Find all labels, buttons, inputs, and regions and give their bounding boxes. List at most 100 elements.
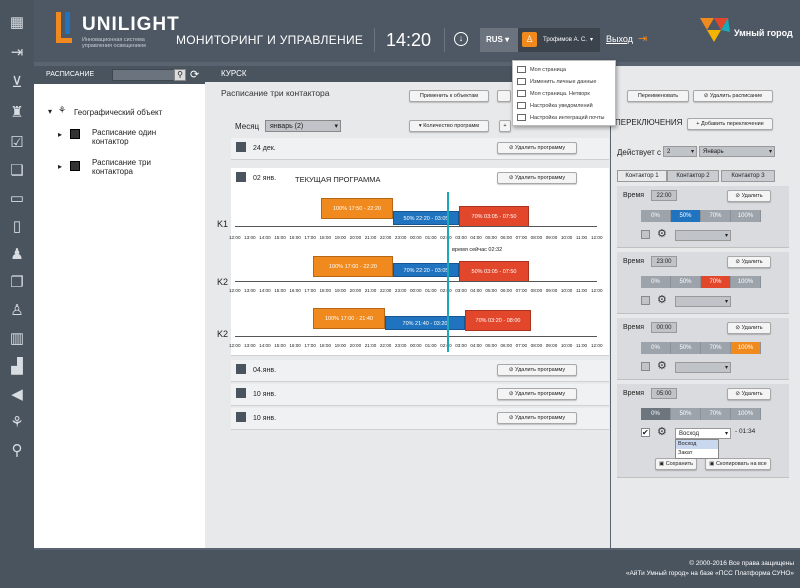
- add-switch-button[interactable]: + Добавить переключение: [687, 118, 773, 130]
- mode-option[interactable]: Восход: [676, 440, 718, 449]
- checkbox[interactable]: [641, 296, 650, 305]
- delete-program-button[interactable]: ⊘ Удалить программу: [497, 412, 577, 424]
- delete-switch-button[interactable]: ⊘ Удалить: [727, 256, 771, 268]
- copy-button[interactable]: [497, 90, 511, 102]
- time-offset[interactable]: - 01:34: [735, 428, 756, 435]
- menu-item-network[interactable]: Моя страница. Нетворк: [517, 88, 590, 100]
- level-segment[interactable]: 100%: [731, 342, 761, 354]
- level-segment[interactable]: 70%: [701, 408, 731, 420]
- time-input[interactable]: 05:00: [651, 388, 677, 399]
- library-icon[interactable]: ▥: [9, 330, 25, 347]
- level-segment[interactable]: 100%: [731, 408, 761, 420]
- refresh-icon[interactable]: ⟳: [190, 69, 200, 81]
- sidebar-search-input[interactable]: [112, 69, 176, 81]
- program-bar-day[interactable]: 100% 17:00 - 21:40: [313, 308, 385, 329]
- team-icon[interactable]: ♙: [10, 302, 24, 319]
- program-count-button[interactable]: ▾ Количество программ: [409, 120, 489, 132]
- level-segment[interactable]: 0%: [641, 210, 671, 222]
- program-bar-night[interactable]: 70% 21:40 - 03:20: [385, 316, 465, 330]
- add-program-button[interactable]: +: [499, 120, 511, 132]
- language-select[interactable]: RUS ▾: [480, 28, 518, 52]
- checklist-icon[interactable]: ☑: [10, 134, 24, 151]
- mode-option[interactable]: Закат: [678, 450, 693, 456]
- menu-grid-icon[interactable]: ▦: [9, 14, 25, 31]
- walk-icon[interactable]: ♜: [10, 104, 24, 121]
- delete-schedule-button[interactable]: ⊘ Удалить расписание: [693, 90, 773, 102]
- gear-icon[interactable]: ⚙: [657, 426, 667, 438]
- level-segment[interactable]: 50%: [671, 210, 701, 222]
- level-segment[interactable]: 100%: [731, 276, 761, 288]
- delete-program-button[interactable]: ⊘ Удалить программу: [497, 142, 577, 154]
- level-segment[interactable]: 0%: [641, 408, 671, 420]
- level-segment[interactable]: 50%: [671, 342, 701, 354]
- program-bar-morning[interactable]: 70% 03:20 - 08:00: [465, 310, 531, 331]
- checkbox[interactable]: ✔: [641, 428, 650, 437]
- apply-to-objects-button[interactable]: Применить к объектам: [409, 90, 489, 102]
- menu-item-mail-integration[interactable]: Настройка интеграций почты: [517, 112, 604, 124]
- level-segment[interactable]: 100%: [731, 210, 761, 222]
- delete-switch-button[interactable]: ⊘ Удалить: [727, 322, 771, 334]
- mode-select[interactable]: ▾: [675, 230, 731, 241]
- program-bar-night[interactable]: 50% 22:20 - 03:05: [393, 211, 459, 225]
- copy-icon[interactable]: ❐: [10, 274, 24, 291]
- mode-select[interactable]: ▾: [675, 362, 731, 373]
- search-icon[interactable]: ⚲: [174, 69, 186, 81]
- tab-contactor-1[interactable]: Контактор 1: [617, 170, 667, 182]
- level-segment[interactable]: 70%: [701, 342, 731, 354]
- tree-toggle-icon[interactable]: ▸: [58, 162, 63, 171]
- level-segment[interactable]: 70%: [701, 276, 731, 288]
- cart-icon[interactable]: ⊻: [11, 74, 23, 91]
- tree-item-one-contactor[interactable]: Расписание один контактор: [92, 128, 157, 146]
- delete-switch-button[interactable]: ⊘ Удалить: [727, 388, 771, 400]
- delete-program-button[interactable]: ⊘ Удалить программу: [497, 172, 577, 184]
- level-segment[interactable]: 50%: [671, 408, 701, 420]
- checkbox[interactable]: [641, 362, 650, 371]
- delete-switch-button[interactable]: ⊘ Удалить: [727, 190, 771, 202]
- mode-select[interactable]: ▾: [675, 296, 731, 307]
- tree-toggle-icon[interactable]: ▸: [58, 130, 63, 139]
- logout-link[interactable]: Выход: [606, 34, 633, 44]
- user-menu-button[interactable]: ♙ Трофимов А. С. ▾: [518, 28, 600, 52]
- program-bar-night[interactable]: 70% 22:20 - 03:05: [393, 263, 459, 277]
- time-input[interactable]: 23:00: [651, 256, 677, 267]
- time-input[interactable]: 00:00: [651, 322, 677, 333]
- logout-icon[interactable]: ⇥: [638, 33, 648, 45]
- users-icon[interactable]: ♟: [10, 246, 24, 263]
- tree-item-geo-object[interactable]: Географический объект: [74, 108, 163, 117]
- megaphone-icon[interactable]: ◀: [11, 386, 23, 403]
- mode-select[interactable]: Восход ▾: [675, 428, 731, 439]
- tree-item-three-contactors[interactable]: Расписание три контактора: [92, 158, 151, 176]
- login-icon[interactable]: ⇥: [10, 44, 24, 61]
- delete-program-button[interactable]: ⊘ Удалить программу: [497, 364, 577, 376]
- checkbox[interactable]: [641, 230, 650, 239]
- tab-contactor-2[interactable]: Контактор 2: [667, 170, 719, 182]
- wallet-icon[interactable]: ▭: [9, 190, 25, 207]
- month-select[interactable]: январь (2) ▾: [265, 120, 341, 132]
- menu-item-my-page[interactable]: Моя страница: [517, 64, 566, 76]
- program-bar-day[interactable]: 100% 17:00 - 22:20: [313, 256, 393, 277]
- program-bar-day[interactable]: 100% 17:50 - 22:20: [321, 198, 393, 219]
- level-segment[interactable]: 0%: [641, 276, 671, 288]
- download-icon[interactable]: ↓: [454, 32, 468, 46]
- level-segment[interactable]: 70%: [701, 210, 731, 222]
- rename-button[interactable]: Переименовать: [627, 90, 689, 102]
- menu-item-notifications[interactable]: Настройка уведомлений: [517, 100, 593, 112]
- month-select[interactable]: Январь ▾: [699, 146, 775, 157]
- time-input[interactable]: 22:00: [651, 190, 677, 201]
- copy-all-button[interactable]: ▣ Скопировать на все: [705, 458, 771, 470]
- save-button[interactable]: ▣ Сохранить: [655, 458, 697, 470]
- level-segment[interactable]: 0%: [641, 342, 671, 354]
- tree-toggle-icon[interactable]: ▾: [48, 107, 53, 116]
- gear-icon[interactable]: ⚙: [657, 228, 667, 240]
- gear-icon[interactable]: ⚙: [657, 294, 667, 306]
- network-icon[interactable]: ⚘: [10, 414, 24, 431]
- gear-icon[interactable]: ⚙: [657, 360, 667, 372]
- day-select[interactable]: 2 ▾: [663, 146, 697, 157]
- menu-item-edit-profile[interactable]: Изменить личные данные: [517, 76, 596, 88]
- file-icon[interactable]: ▯: [12, 218, 22, 235]
- level-segment[interactable]: 50%: [671, 276, 701, 288]
- stats-icon[interactable]: ▟: [11, 358, 23, 375]
- tab-contactor-3[interactable]: Контактор 3: [721, 170, 775, 182]
- program-bar-morning[interactable]: 50% 03:05 - 07:50: [459, 261, 529, 282]
- delete-program-button[interactable]: ⊘ Удалить программу: [497, 388, 577, 400]
